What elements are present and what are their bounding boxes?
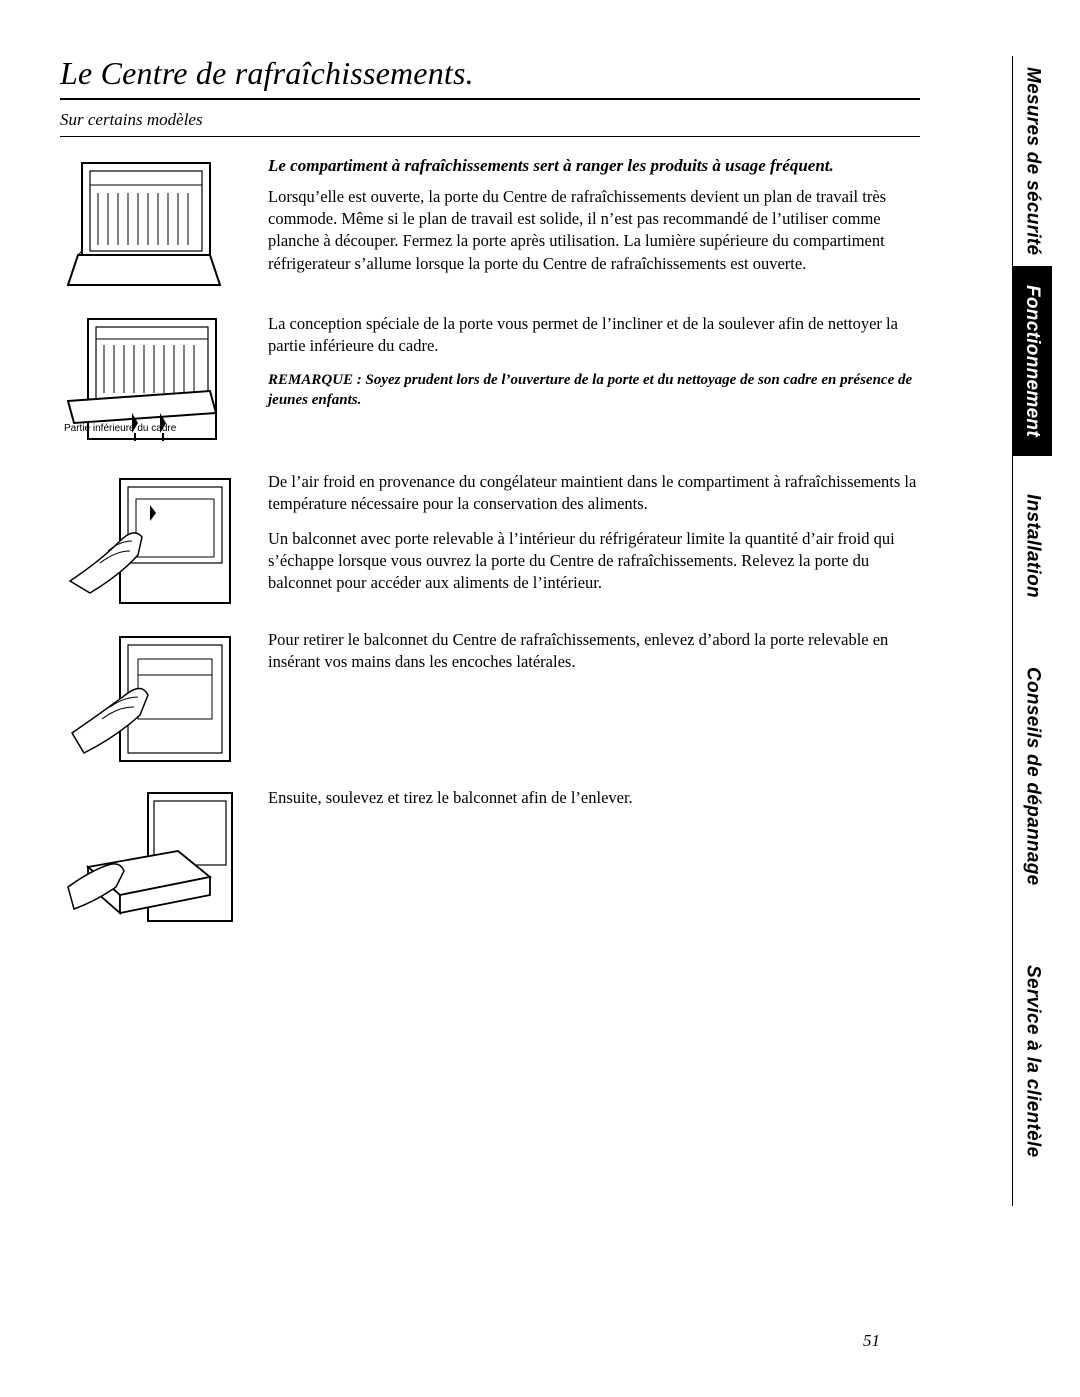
lead-1: Le compartiment à rafraîchissements sert… xyxy=(268,155,920,178)
section-row: Ensuite, soulevez et tirez le balconnet … xyxy=(60,787,920,927)
para-5-0: Ensuite, soulevez et tirez le balconnet … xyxy=(268,787,920,809)
para-4-0: Pour retirer le balconnet du Centre de r… xyxy=(268,629,920,674)
text-col-3: De l’air froid en provenance du congélat… xyxy=(268,471,920,606)
page-subtitle: Sur certains modèles xyxy=(60,110,920,130)
tab-label: Conseils de dépannage xyxy=(1022,667,1044,886)
page-number: 51 xyxy=(863,1331,880,1351)
tab-conseils-depannage[interactable]: Conseils de dépannage xyxy=(1012,636,1052,916)
tab-fonctionnement[interactable]: Fonctionnement xyxy=(1012,266,1052,456)
figure-5 xyxy=(60,787,240,927)
text-col-2: La conception spéciale de la porte vous … xyxy=(268,313,920,422)
para-2-0: La conception spéciale de la porte vous … xyxy=(268,313,920,358)
tab-service-clientele[interactable]: Service à la clientèle xyxy=(1012,916,1052,1206)
figure-5-icon xyxy=(60,787,240,927)
note-2: REMARQUE : Soyez prudent lors de l’ouver… xyxy=(268,370,920,411)
content-area: Le Centre de rafraîchissements. Sur cert… xyxy=(60,55,920,945)
page-title: Le Centre de rafraîchissements. xyxy=(60,55,920,100)
section-row: Le compartiment à rafraîchissements sert… xyxy=(60,155,920,295)
figure-1 xyxy=(60,155,240,295)
figure-3-icon xyxy=(60,471,240,611)
figure-1-icon xyxy=(60,155,240,295)
para-3-0: De l’air froid en provenance du congélat… xyxy=(268,471,920,516)
tab-label: Mesures de sécurité xyxy=(1022,67,1044,255)
figure-4-icon xyxy=(60,629,240,769)
tab-label: Fonctionnement xyxy=(1021,285,1043,437)
text-col-5: Ensuite, soulevez et tirez le balconnet … xyxy=(268,787,920,821)
section-row: Pour retirer le balconnet du Centre de r… xyxy=(60,629,920,769)
figure-3 xyxy=(60,471,240,611)
para-3-1: Un balconnet avec porte relevable à l’in… xyxy=(268,528,920,595)
divider-line xyxy=(60,136,920,137)
tab-label: Installation xyxy=(1022,494,1044,598)
tab-label: Service à la clientèle xyxy=(1022,965,1044,1158)
figure-2: Partie inférieure du cadre xyxy=(60,313,240,453)
section-row: Partie inférieure du cadre La conception… xyxy=(60,313,920,453)
text-col-1: Le compartiment à rafraîchissements sert… xyxy=(268,155,920,287)
figure-4 xyxy=(60,629,240,769)
para-1-0: Lorsqu’elle est ouverte, la porte du Cen… xyxy=(268,186,920,275)
page: Le Centre de rafraîchissements. Sur cert… xyxy=(0,0,1080,1397)
figure-2-caption: Partie inférieure du cadre xyxy=(64,423,176,434)
tab-mesures-securite[interactable]: Mesures de sécurité xyxy=(1012,56,1052,266)
side-tabs: Mesures de sécurité Fonctionnement Insta… xyxy=(1012,56,1052,1236)
section-row: De l’air froid en provenance du congélat… xyxy=(60,471,920,611)
text-col-4: Pour retirer le balconnet du Centre de r… xyxy=(268,629,920,686)
tab-installation[interactable]: Installation xyxy=(1012,456,1052,636)
